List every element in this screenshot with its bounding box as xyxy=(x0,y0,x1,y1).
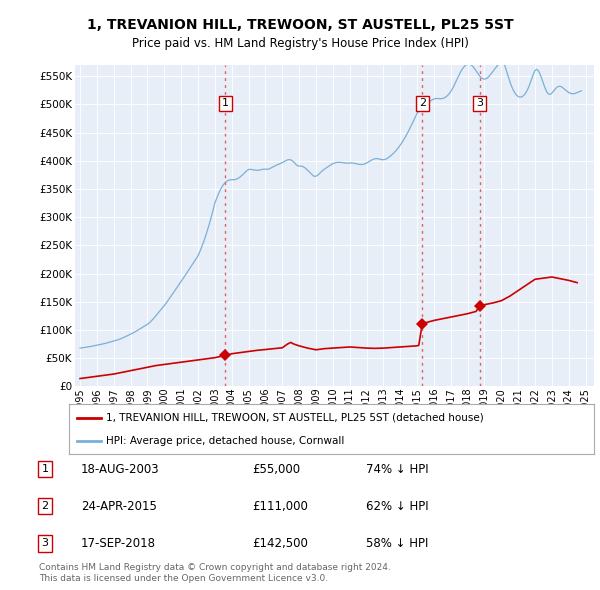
Text: Contains HM Land Registry data © Crown copyright and database right 2024.: Contains HM Land Registry data © Crown c… xyxy=(39,563,391,572)
Text: 74% ↓ HPI: 74% ↓ HPI xyxy=(366,463,428,476)
Text: 2: 2 xyxy=(41,502,49,511)
Text: 17-SEP-2018: 17-SEP-2018 xyxy=(81,537,156,550)
Text: £142,500: £142,500 xyxy=(252,537,308,550)
Text: 2: 2 xyxy=(419,99,426,109)
Text: £55,000: £55,000 xyxy=(252,463,300,476)
Text: 1: 1 xyxy=(222,99,229,109)
Text: 62% ↓ HPI: 62% ↓ HPI xyxy=(366,500,428,513)
Text: 18-AUG-2003: 18-AUG-2003 xyxy=(81,463,160,476)
Text: £111,000: £111,000 xyxy=(252,500,308,513)
Text: 1: 1 xyxy=(41,464,49,474)
Text: HPI: Average price, detached house, Cornwall: HPI: Average price, detached house, Corn… xyxy=(106,436,344,446)
Text: This data is licensed under the Open Government Licence v3.0.: This data is licensed under the Open Gov… xyxy=(39,574,328,583)
Text: 1, TREVANION HILL, TREWOON, ST AUSTELL, PL25 5ST: 1, TREVANION HILL, TREWOON, ST AUSTELL, … xyxy=(86,18,514,32)
Text: 3: 3 xyxy=(476,99,483,109)
Text: 1, TREVANION HILL, TREWOON, ST AUSTELL, PL25 5ST (detached house): 1, TREVANION HILL, TREWOON, ST AUSTELL, … xyxy=(106,412,484,422)
Text: 24-APR-2015: 24-APR-2015 xyxy=(81,500,157,513)
Text: 58% ↓ HPI: 58% ↓ HPI xyxy=(366,537,428,550)
Text: 3: 3 xyxy=(41,539,49,548)
Text: Price paid vs. HM Land Registry's House Price Index (HPI): Price paid vs. HM Land Registry's House … xyxy=(131,37,469,50)
